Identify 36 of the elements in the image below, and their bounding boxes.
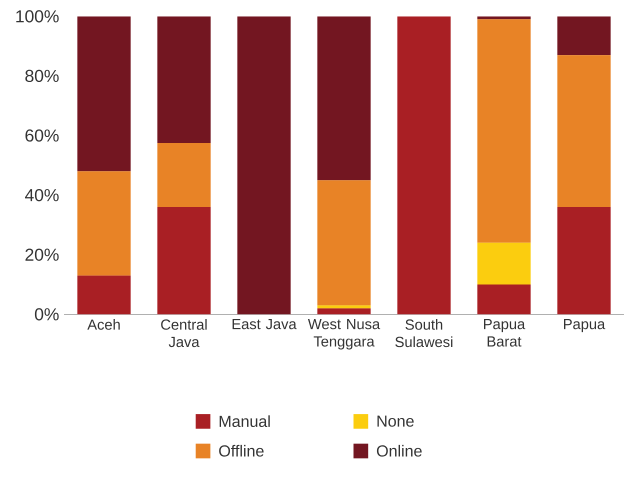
legend-label: Online [376,444,422,457]
x-tick-label: Central Java [161,319,207,348]
legend-label: Manual [220,415,270,428]
y-tick-label: 40% [25,188,59,202]
bar [557,207,611,314]
y-tick-label: 80% [25,70,59,82]
x-tick-label: Papua Barat [484,319,526,347]
bar [157,142,211,208]
bar [397,16,451,314]
bar [477,19,531,243]
y-tick-label: 0% [34,308,59,320]
bar [477,242,531,285]
x-tick-label: Papua [564,319,606,332]
x-tick-label: South Sulawesi [395,319,452,348]
y-tick-label: 100% [16,10,59,22]
bar [557,16,611,56]
y-tick-label: 20% [25,248,59,261]
x-tick-label: East Java [232,319,297,330]
x-tick-label: Aceh [87,319,120,330]
bar [157,207,211,314]
bar [317,16,371,180]
x-tick-label: West Nusa Tenggara [308,319,380,350]
bar [77,276,131,314]
legend-label: None [377,416,414,427]
bar [77,171,131,276]
bar [557,55,611,208]
bar [477,16,531,20]
y-tick-label: 60% [25,129,59,142]
bar [237,16,291,314]
bar [157,16,211,143]
legend-label: Offline [219,444,264,457]
bar [477,284,531,314]
bar [317,180,371,306]
bar [77,16,131,172]
bar [317,305,371,308]
bar [317,308,371,314]
